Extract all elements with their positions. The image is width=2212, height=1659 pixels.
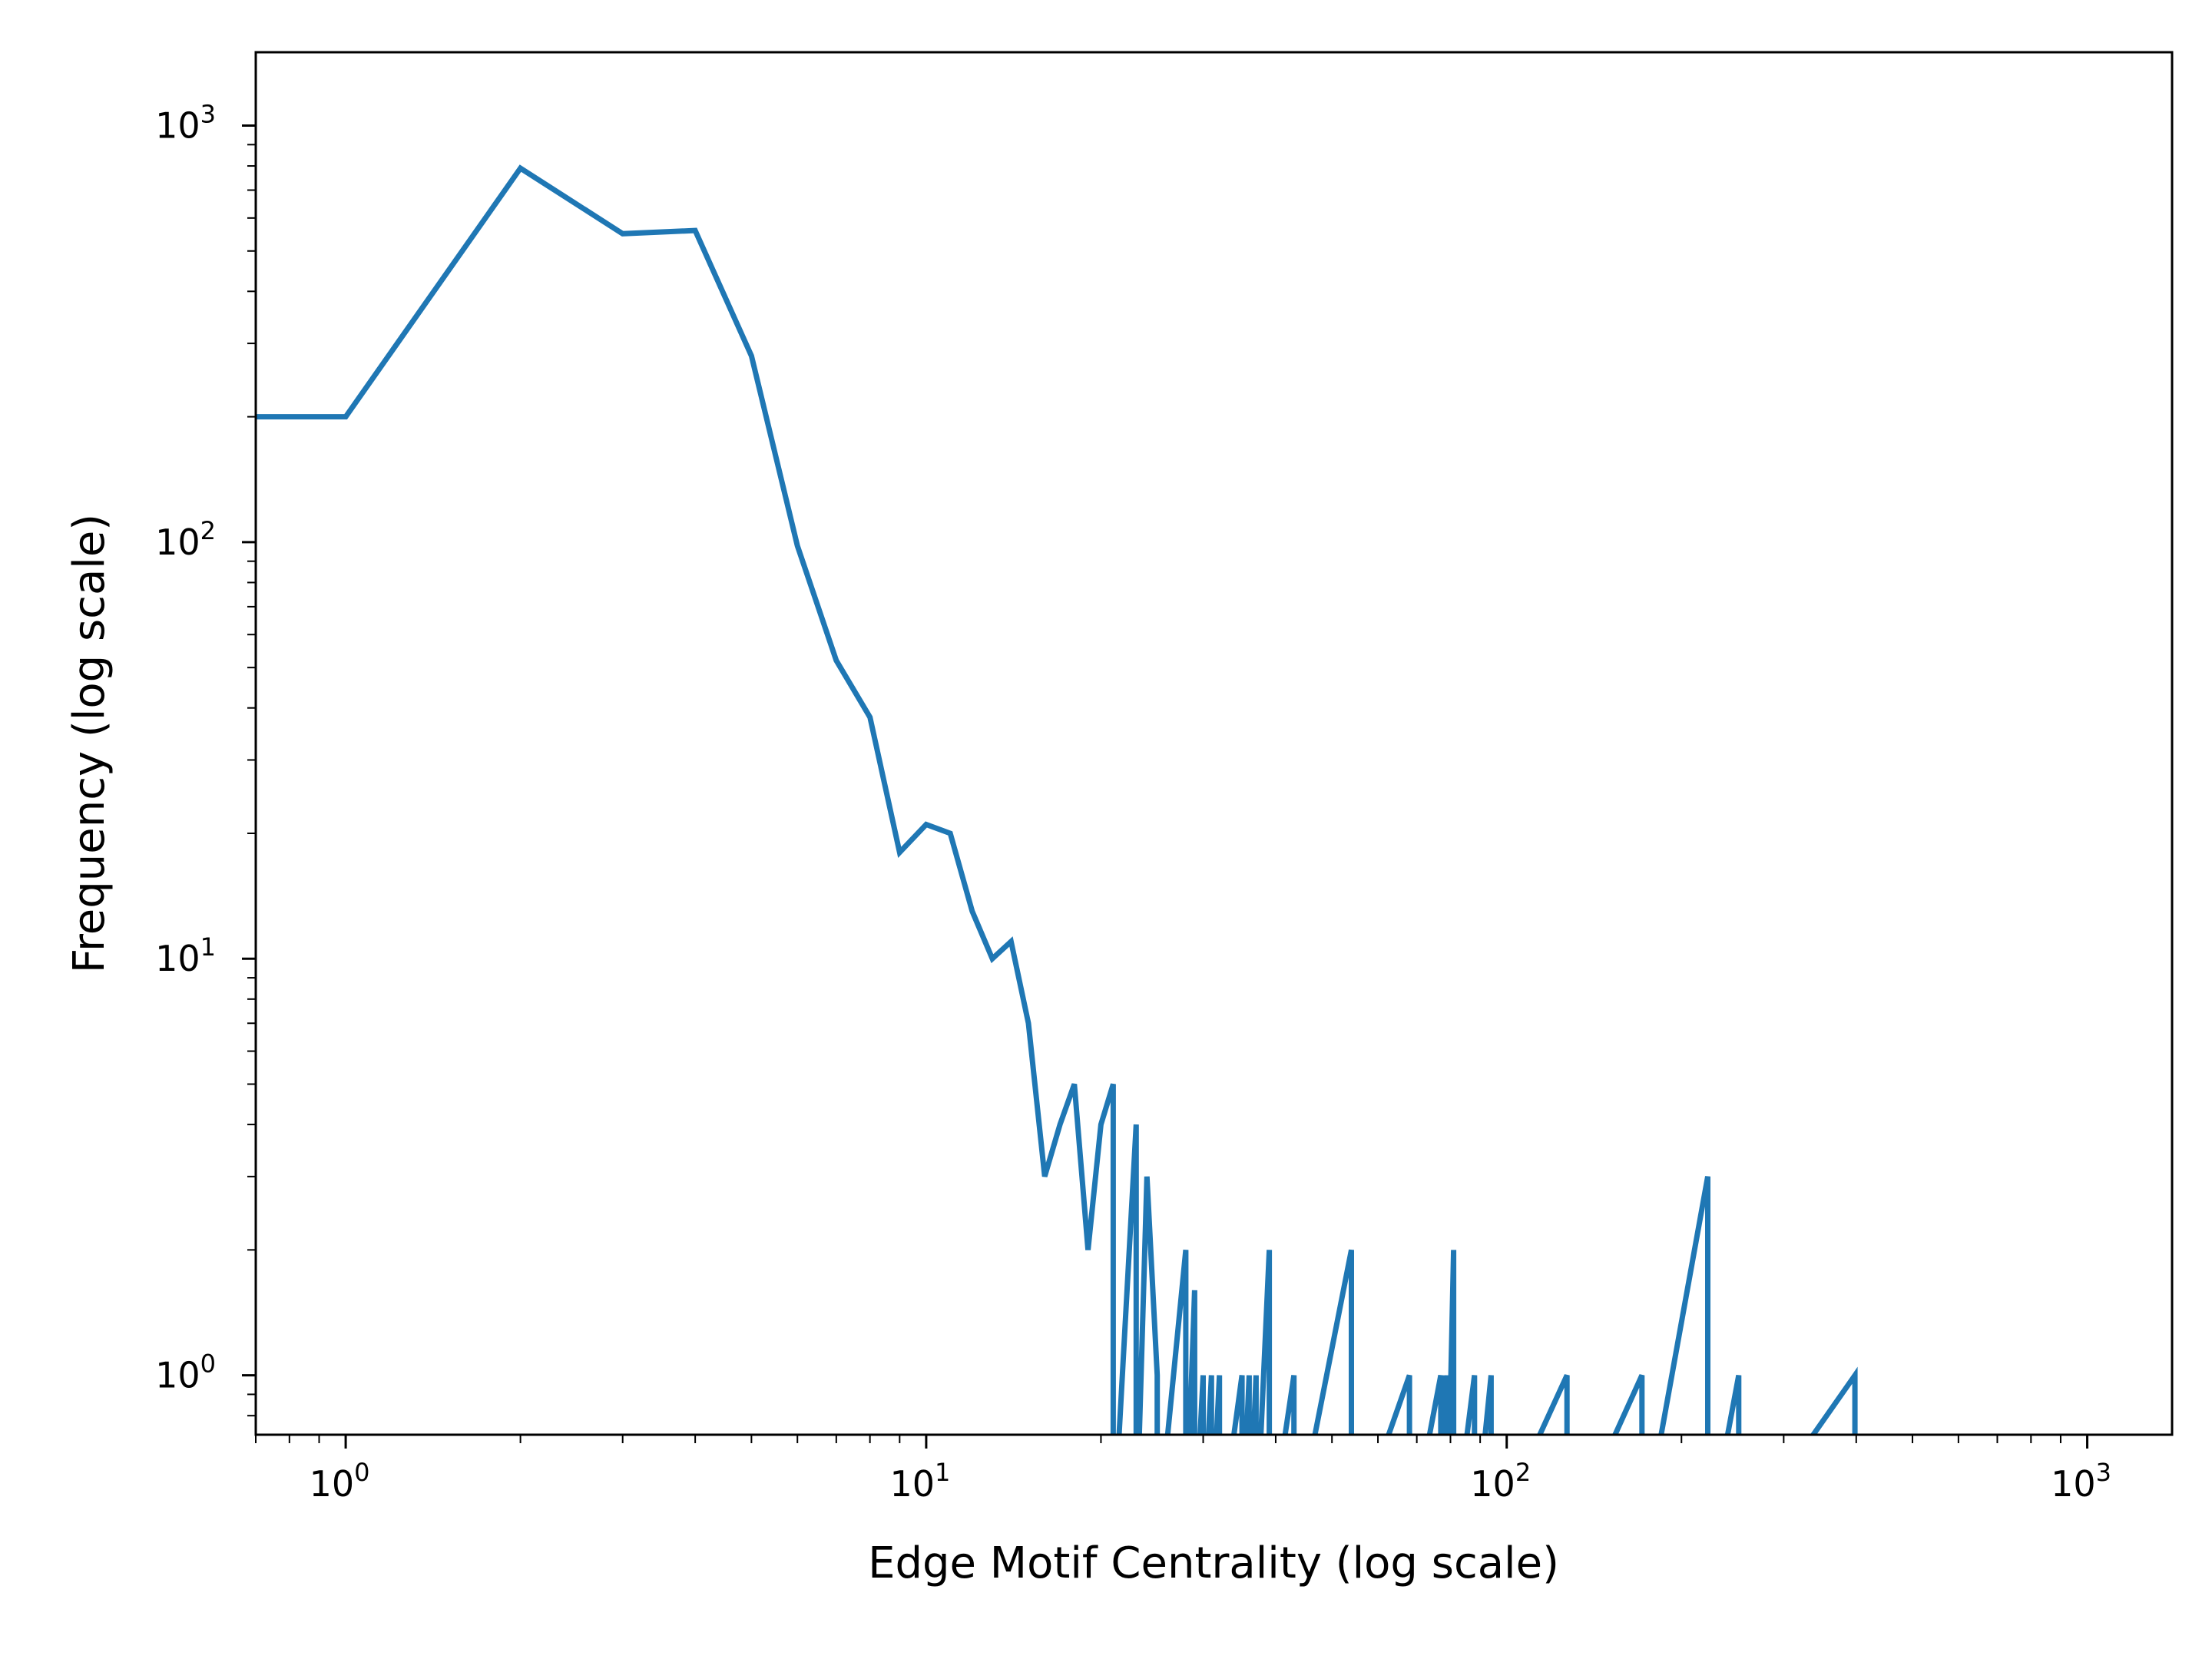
- x-tick-label: 100: [310, 1458, 370, 1505]
- y-tick-label: 103: [155, 100, 216, 147]
- x-tick-label: 103: [2051, 1458, 2111, 1505]
- series-line-0: [256, 164, 1858, 1435]
- y-axis-label: Frequency (log scale): [65, 514, 114, 973]
- y-tick-label: 100: [155, 1349, 216, 1396]
- series-layer: [256, 164, 1858, 1435]
- y-tick-label: 102: [155, 516, 216, 563]
- tick-layer: 100 101 102 103 100 101 102 103: [155, 100, 2111, 1505]
- plot-frame: [254, 51, 2174, 1436]
- x-axis-label: Edge Motif Centrality (log scale): [868, 1538, 1559, 1588]
- x-tick-label: 101: [889, 1458, 950, 1505]
- y-tick-label: 101: [155, 932, 216, 979]
- x-tick-label: 102: [1470, 1458, 1531, 1505]
